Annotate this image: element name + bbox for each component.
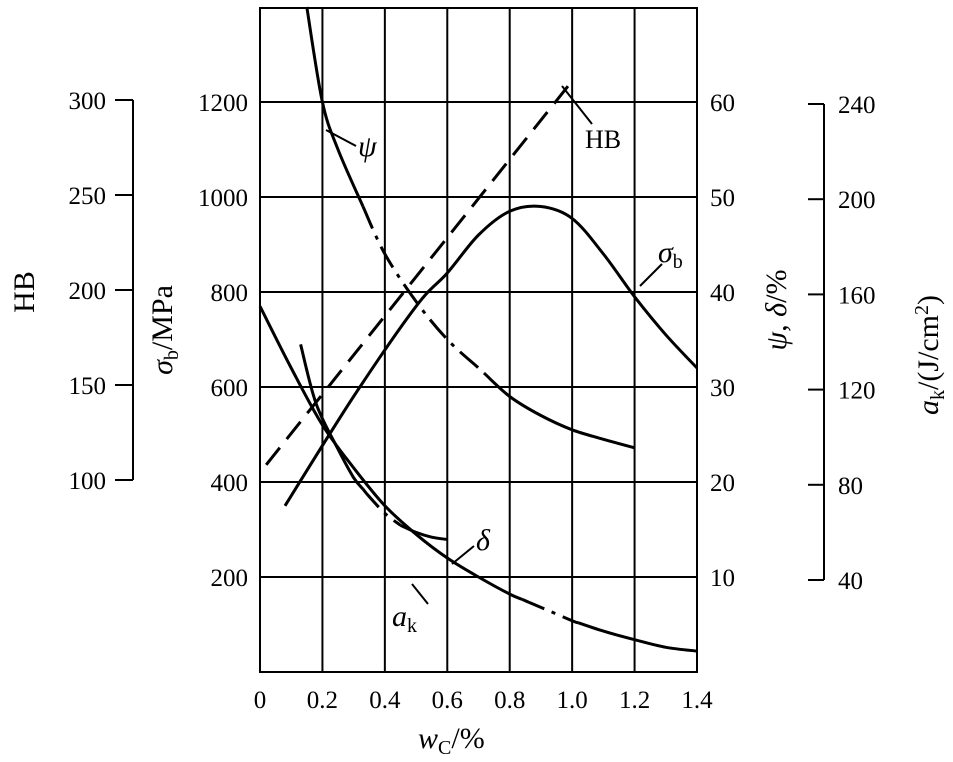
- ak-tick-label: 240: [838, 92, 876, 119]
- plot-frame: [259, 7, 698, 673]
- psi-delta-tick-label: 10: [710, 565, 735, 592]
- psi-curve-solid-end: [483, 372, 635, 450]
- psi-delta-tick-label: 50: [710, 185, 735, 212]
- hb-curve: [265, 80, 574, 466]
- psi-leader-line: [325, 129, 357, 147]
- x-tick-label: 0.8: [494, 687, 525, 714]
- ak-curve-label: ak: [392, 600, 417, 637]
- plot-curves: [258, 6, 699, 653]
- ak-tick-label: 120: [838, 378, 876, 405]
- psi-curve-solid-start: [305, 6, 365, 208]
- delta-curve-solid-end: [577, 621, 698, 653]
- x-tick-label: 1.2: [619, 687, 650, 714]
- sigma-curve: [283, 204, 699, 507]
- sigma-tick-label: 200: [211, 565, 249, 592]
- delta-curve-solid-start: [258, 305, 523, 601]
- plot-grid: [259, 7, 698, 673]
- ak-curve-dashdot: [361, 488, 402, 527]
- ak-tick-label: 160: [838, 282, 876, 309]
- x-tick-label: 0.4: [369, 687, 401, 714]
- ak-tick-label: 80: [838, 473, 863, 500]
- psi-delta-tick-label: 20: [710, 470, 735, 497]
- hb-tick-label: 200: [69, 278, 107, 305]
- x-tick-label: 1.0: [557, 687, 588, 714]
- x-axis-label: wC/%: [418, 722, 485, 759]
- ak-axis-label: ak/(J/cm2): [911, 295, 949, 415]
- sigma-tick-label: 800: [211, 280, 249, 307]
- x-tick-label: 1.4: [681, 687, 713, 714]
- hb-tick-label: 100: [69, 468, 107, 495]
- hb-tick-label: 300: [69, 88, 107, 115]
- psi-curve-label: ψ: [358, 130, 378, 163]
- delta-curve-label: δ: [476, 524, 491, 557]
- ak-curve-solid-start: [299, 344, 365, 491]
- x-tick-label: 0.2: [307, 687, 338, 714]
- ak-tick-label: 40: [838, 568, 863, 595]
- ak-tick-label: 200: [838, 187, 876, 214]
- hb-tick-label: 250: [69, 183, 107, 210]
- sigma-leader-line: [639, 263, 663, 287]
- delta-curve-dashdot: [521, 598, 579, 625]
- sigma-tick-label: 1000: [198, 185, 248, 212]
- sigma-curve-label: σb: [658, 236, 683, 273]
- hb-axis-label: HB: [8, 271, 41, 313]
- ak-curve-solid-end: [399, 523, 448, 541]
- psi-delta-tick-label: 60: [710, 90, 735, 117]
- delta-leader-line: [451, 545, 475, 565]
- psi-delta-axis-label: ψ, δ/%: [760, 270, 793, 351]
- hb-curve-label: HB: [585, 125, 621, 154]
- sigma-tick-label: 1200: [198, 90, 248, 117]
- psi-curve-dashdot: [361, 205, 486, 375]
- sigma-axis-label: σb/MPa: [146, 285, 183, 375]
- hb-leader-line: [561, 85, 593, 125]
- plot-axes: 0 0.2 0.4 0.6 0.8 1.0 1.2 1.4 200 400 600 800 1000 12…: [69, 88, 876, 714]
- ak-leader-line: [411, 583, 429, 605]
- psi-delta-tick-label: 40: [710, 280, 735, 307]
- hb-tick-label: 150: [69, 373, 107, 400]
- sigma-tick-label: 600: [211, 375, 249, 402]
- x-tick-label: 0: [254, 687, 267, 714]
- psi-delta-tick-label: 30: [710, 375, 735, 402]
- x-tick-label: 0.6: [432, 687, 463, 714]
- sigma-tick-label: 400: [211, 470, 249, 497]
